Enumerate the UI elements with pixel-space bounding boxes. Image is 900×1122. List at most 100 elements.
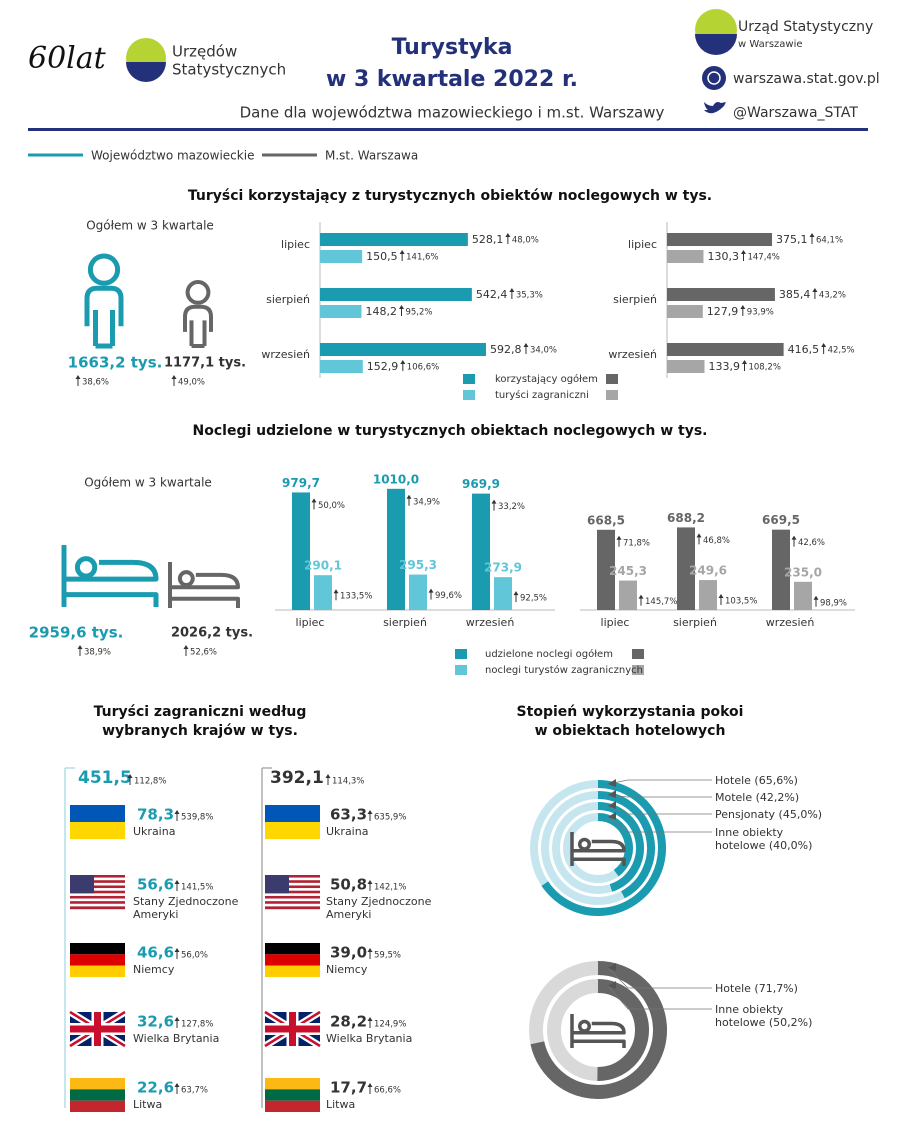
- change: 141,5%: [181, 883, 213, 893]
- bar: [619, 580, 637, 610]
- flag: [70, 877, 125, 881]
- ring-arc: [597, 802, 644, 892]
- legend-label: noclegi turystów zagranicznych: [485, 664, 643, 676]
- flag: [265, 1078, 320, 1090]
- category-label: lipiec: [296, 616, 325, 629]
- change: 95,2%: [405, 308, 432, 318]
- flag: [70, 954, 125, 966]
- bar: [677, 527, 695, 610]
- ring-label: Inne obiekty hotelowe (40,0%): [715, 826, 813, 852]
- website: warszawa.stat.gov.pl: [733, 71, 880, 87]
- total-value: 2026,2 tys.: [171, 626, 253, 641]
- category-label: wrzesień: [261, 348, 310, 361]
- bed-icon: [577, 837, 591, 851]
- logo-text: Urzędów: [172, 43, 237, 61]
- flag: [70, 885, 125, 889]
- arrow: [171, 375, 177, 379]
- change: 35,3%: [516, 291, 543, 301]
- change: 33,2%: [498, 502, 525, 512]
- legend-swatch: [463, 374, 475, 384]
- flag: [265, 898, 320, 902]
- arrow: [638, 594, 644, 599]
- value-label: 1010,0: [373, 472, 419, 486]
- legend-swatch: [632, 649, 644, 659]
- leader-arrow: [608, 981, 616, 989]
- logo-half: [126, 62, 166, 82]
- flag: [265, 805, 320, 822]
- arrow: [325, 774, 331, 778]
- change: 127,8%: [181, 1020, 213, 1030]
- country-name: Litwa: [326, 1098, 356, 1111]
- legend-label: M.st. Warszawa: [325, 149, 418, 163]
- country-value: 78,3: [137, 806, 174, 824]
- change: 124,9%: [374, 1020, 406, 1030]
- arrow: [813, 595, 819, 600]
- country-name: Stany Zjednoczone Ameryki: [133, 895, 239, 921]
- leader-arrow: [608, 790, 616, 798]
- change: 142,1%: [374, 883, 406, 893]
- country-name: Wielka Brytania: [133, 1032, 220, 1045]
- bar: [667, 233, 773, 246]
- arrow: [367, 810, 373, 814]
- title: Turystyka: [392, 35, 513, 60]
- section-title: wybranych krajów w tys.: [102, 723, 298, 739]
- arrow: [367, 1017, 373, 1021]
- value-label: 668,5: [587, 513, 625, 527]
- flag: [70, 822, 125, 839]
- ring-arc: [597, 979, 649, 1082]
- country-value: 17,7: [330, 1079, 367, 1097]
- ring-label: Hotele (65,6%): [715, 774, 798, 787]
- change: 98,9%: [820, 598, 847, 608]
- leader-line: [607, 816, 712, 833]
- arrow: [174, 1017, 180, 1021]
- value-label: 542,4: [476, 288, 508, 301]
- value-label: 295,3: [399, 558, 437, 572]
- bar: [409, 574, 427, 610]
- flag: [265, 1025, 320, 1033]
- legend-label: Województwo mazowieckie: [91, 149, 254, 163]
- arrow: [398, 305, 404, 309]
- section-title: w obiektach hotelowych: [535, 723, 726, 739]
- change: 71,8%: [623, 538, 650, 548]
- bar: [667, 343, 784, 356]
- leader-line: [607, 985, 712, 1010]
- bar: [667, 250, 704, 263]
- legend-label: udzielone noclegi ogółem: [485, 648, 613, 660]
- flag: [70, 903, 125, 907]
- arrow: [791, 535, 797, 540]
- section-title: Noclegi udzielone w turystycznych obiekt…: [193, 423, 708, 439]
- logo-text: Statystycznych: [172, 61, 286, 79]
- flag: [265, 888, 320, 891]
- flag: [265, 1089, 320, 1101]
- flag: [265, 882, 320, 886]
- flag: [265, 880, 320, 884]
- bar: [320, 343, 486, 356]
- leader-line: [607, 967, 712, 989]
- change: 635,9%: [374, 813, 406, 823]
- web-icon: [707, 71, 721, 85]
- flag: [70, 906, 125, 910]
- value-label: 969,9: [462, 477, 500, 491]
- arrow: [174, 880, 180, 884]
- value-label: 528,1: [472, 233, 504, 246]
- person-icon: [183, 304, 213, 348]
- flag: [265, 903, 320, 907]
- arrow: [183, 645, 189, 649]
- value-label: 245,3: [609, 564, 647, 578]
- office-name: w Warszawie: [738, 39, 803, 50]
- legend-label: korzystający ogółem: [495, 373, 598, 385]
- bar: [667, 305, 703, 318]
- country-total: 392,1: [270, 768, 324, 788]
- twitter-icon: [704, 102, 726, 114]
- ring-arc: [597, 791, 655, 899]
- arrow: [400, 360, 406, 364]
- flag: [70, 880, 125, 884]
- flag: [265, 1100, 320, 1112]
- person-icon: [84, 285, 124, 349]
- flag: [70, 895, 125, 899]
- value-label: 290,1: [304, 559, 342, 573]
- bar: [667, 360, 705, 373]
- flag: [70, 890, 125, 894]
- logo-half: [695, 34, 737, 55]
- person-icon: [87, 253, 121, 286]
